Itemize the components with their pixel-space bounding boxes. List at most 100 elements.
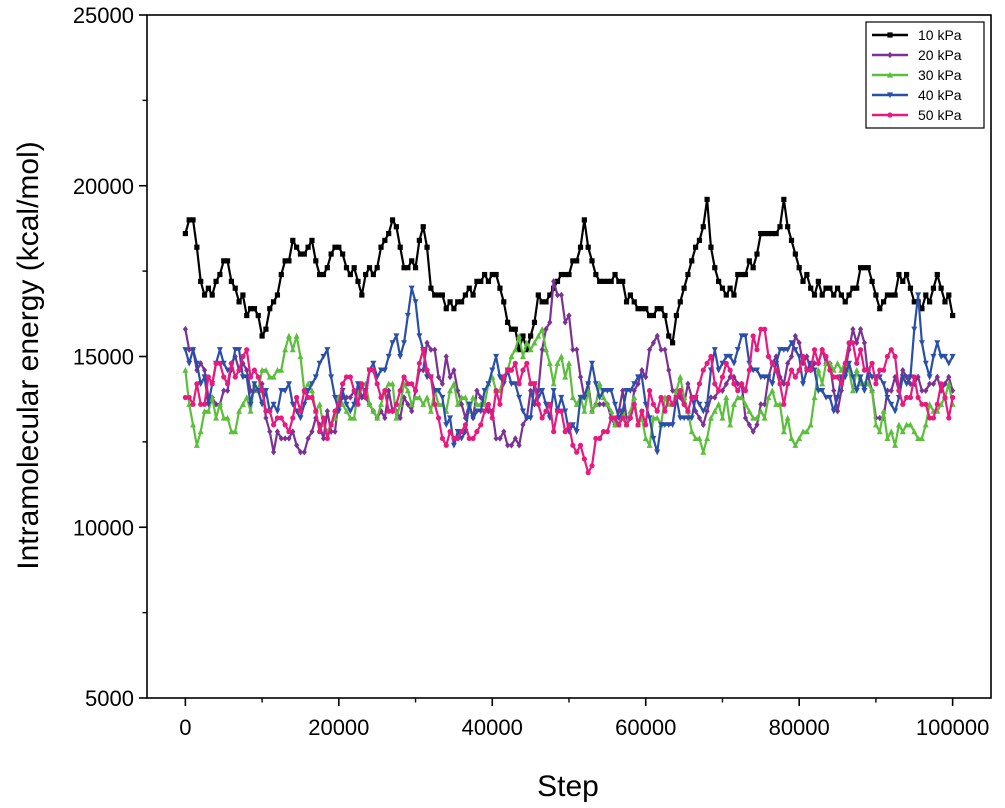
data-point [531, 339, 538, 346]
data-point [777, 381, 783, 387]
data-point [735, 388, 741, 394]
data-point [654, 306, 660, 312]
data-point [570, 346, 576, 353]
data-point [900, 366, 906, 374]
data-point [739, 271, 745, 278]
data-point [619, 408, 626, 415]
data-point [727, 421, 734, 428]
data-point [328, 422, 334, 428]
data-point [738, 333, 745, 340]
data-point [451, 306, 457, 312]
data-point [247, 374, 254, 380]
data-point [666, 366, 672, 374]
data-point [247, 306, 254, 312]
data-point [927, 299, 933, 305]
data-point [915, 435, 922, 442]
data-point [669, 401, 676, 407]
data-point [915, 394, 921, 401]
data-point [531, 319, 538, 325]
data-point [336, 401, 342, 407]
data-point [263, 414, 269, 422]
data-point [834, 394, 841, 401]
data-point [259, 380, 265, 388]
data-point [684, 415, 691, 422]
data-point [320, 415, 327, 421]
data-point [842, 299, 848, 305]
data-point [458, 299, 465, 305]
data-point [769, 387, 776, 394]
data-point [259, 333, 265, 339]
data-point [819, 380, 826, 387]
data-point [543, 299, 549, 305]
data-point [240, 292, 246, 298]
data-point [574, 449, 580, 455]
data-point [397, 388, 403, 394]
data-point [316, 360, 323, 367]
data-point [685, 380, 691, 388]
data-point [282, 388, 289, 394]
data-point [876, 428, 883, 435]
data-point [527, 415, 534, 422]
data-point [313, 414, 319, 422]
data-point [332, 428, 338, 435]
data-point [228, 278, 234, 284]
data-point [324, 265, 330, 271]
data-point [570, 442, 576, 448]
data-point [485, 278, 492, 284]
data-point [420, 224, 426, 230]
data-point [765, 374, 772, 381]
data-point [731, 292, 737, 298]
data-point [224, 367, 231, 374]
data-point [197, 428, 204, 435]
data-point [831, 292, 837, 298]
data-point [796, 339, 802, 347]
data-point [880, 381, 887, 388]
series-layer [182, 196, 956, 476]
data-point [190, 347, 197, 353]
data-point [466, 435, 472, 442]
data-point [639, 408, 645, 414]
data-point [255, 388, 262, 394]
data-point [512, 346, 519, 353]
data-point [842, 360, 848, 366]
data-point [550, 380, 557, 387]
data-point [451, 366, 457, 374]
data-point [351, 388, 357, 394]
data-point [673, 394, 680, 401]
data-point [784, 347, 791, 353]
data-point [704, 196, 710, 203]
data-point [370, 407, 377, 414]
data-point [432, 401, 438, 407]
data-point [401, 374, 407, 380]
data-point [735, 271, 741, 278]
data-point [289, 401, 296, 408]
data-point [186, 346, 192, 353]
data-point [435, 388, 442, 394]
data-point [757, 374, 764, 381]
data-point [278, 388, 285, 394]
data-point [780, 347, 787, 353]
data-point [700, 224, 706, 230]
data-point [512, 381, 519, 388]
data-point [297, 353, 304, 360]
data-point [589, 407, 596, 414]
data-point [328, 374, 335, 381]
data-point [888, 347, 894, 353]
data-point [523, 415, 530, 422]
data-point [255, 374, 261, 380]
data-point [888, 428, 895, 435]
data-point [520, 421, 526, 428]
data-point [263, 408, 269, 414]
data-point [573, 429, 580, 435]
data-point [688, 428, 695, 435]
data-point [769, 381, 776, 388]
data-point [535, 332, 542, 339]
data-point [182, 366, 189, 373]
data-point [332, 244, 338, 250]
data-point [803, 428, 810, 435]
data-point [501, 299, 507, 305]
data-point [562, 319, 568, 326]
data-point [409, 381, 415, 387]
data-point [746, 407, 753, 414]
data-point [700, 421, 706, 428]
